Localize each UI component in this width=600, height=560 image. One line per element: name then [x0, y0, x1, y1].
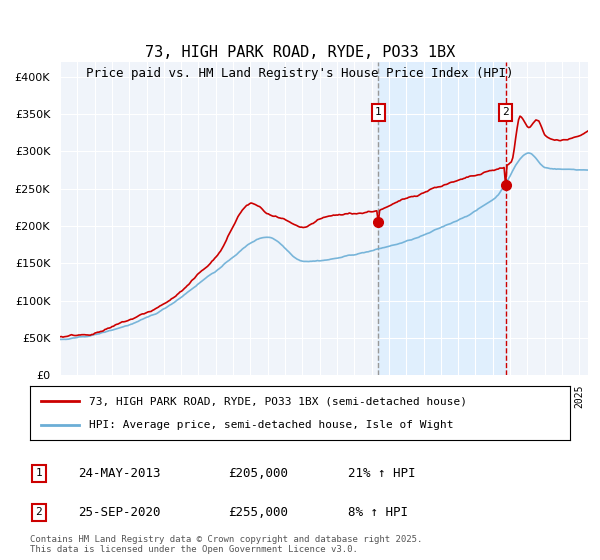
Text: Price paid vs. HM Land Registry's House Price Index (HPI): Price paid vs. HM Land Registry's House … [86, 67, 514, 80]
Text: 1: 1 [35, 468, 43, 478]
Text: 1: 1 [375, 108, 382, 118]
Text: 73, HIGH PARK ROAD, RYDE, PO33 1BX (semi-detached house): 73, HIGH PARK ROAD, RYDE, PO33 1BX (semi… [89, 396, 467, 407]
Text: 25-SEP-2020: 25-SEP-2020 [78, 506, 161, 519]
Text: £205,000: £205,000 [228, 466, 288, 480]
Text: Contains HM Land Registry data © Crown copyright and database right 2025.
This d: Contains HM Land Registry data © Crown c… [30, 535, 422, 554]
Text: 2: 2 [502, 108, 509, 118]
Text: £255,000: £255,000 [228, 506, 288, 519]
Text: 8% ↑ HPI: 8% ↑ HPI [348, 506, 408, 519]
Text: 21% ↑ HPI: 21% ↑ HPI [348, 466, 415, 480]
Text: 2: 2 [35, 507, 43, 517]
Bar [378, 62, 506, 375]
Text: 24-MAY-2013: 24-MAY-2013 [78, 466, 161, 480]
Text: HPI: Average price, semi-detached house, Isle of Wight: HPI: Average price, semi-detached house,… [89, 419, 454, 430]
Text: 73, HIGH PARK ROAD, RYDE, PO33 1BX: 73, HIGH PARK ROAD, RYDE, PO33 1BX [145, 45, 455, 60]
